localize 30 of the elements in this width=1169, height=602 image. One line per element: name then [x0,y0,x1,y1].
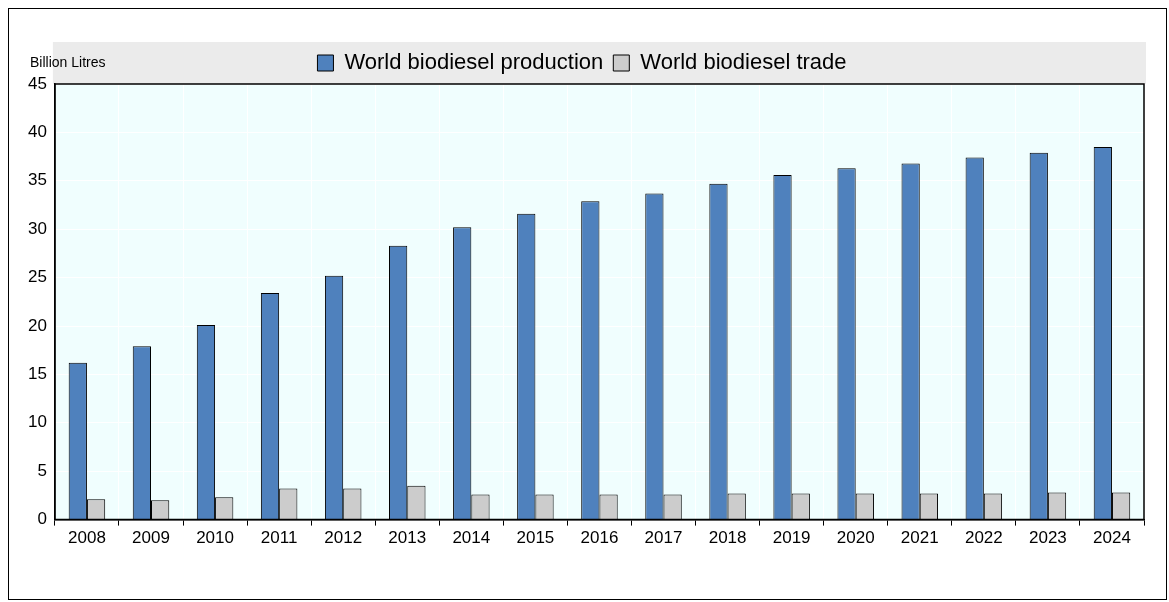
y-tick-label: 5 [37,460,47,480]
legend-label: World biodiesel production [344,49,604,75]
y-axis-title: Billion Litres [30,53,106,70]
x-tick-label: 2009 [132,528,170,548]
y-tick-label: 30 [27,218,47,238]
x-tick-label: 2019 [772,528,811,548]
x-tick-label: 2018 [708,528,747,548]
x-tick-label: 2013 [388,528,427,548]
x-tick-label: 2017 [644,528,683,548]
x-tick-label: 2011 [260,528,298,548]
y-tick-label: 10 [27,412,47,432]
y-tick-label: 25 [27,267,47,287]
y-tick-label: 15 [27,364,47,384]
y-tick-label: 40 [27,122,47,142]
x-tick-label: 2023 [1028,528,1067,548]
x-tick-label: 2016 [580,528,619,548]
x-tick-label: 2015 [516,528,555,548]
x-tick-label: 2022 [964,528,1003,548]
x-tick-label: 2024 [1093,528,1131,548]
x-tick-label: 2010 [196,528,234,548]
x-tick-label: 2020 [836,528,875,548]
y-tick-label: 35 [27,170,47,190]
x-tick-label: 2014 [452,528,491,548]
x-tick-label: 2008 [68,528,106,548]
y-tick-label: 45 [27,73,47,93]
x-tick-label: 2012 [324,528,363,548]
x-tick-label: 2021 [900,528,939,548]
y-tick-label: 20 [27,315,47,335]
legend-label: World biodiesel trade [640,49,847,75]
y-tick-label: 0 [37,509,47,529]
